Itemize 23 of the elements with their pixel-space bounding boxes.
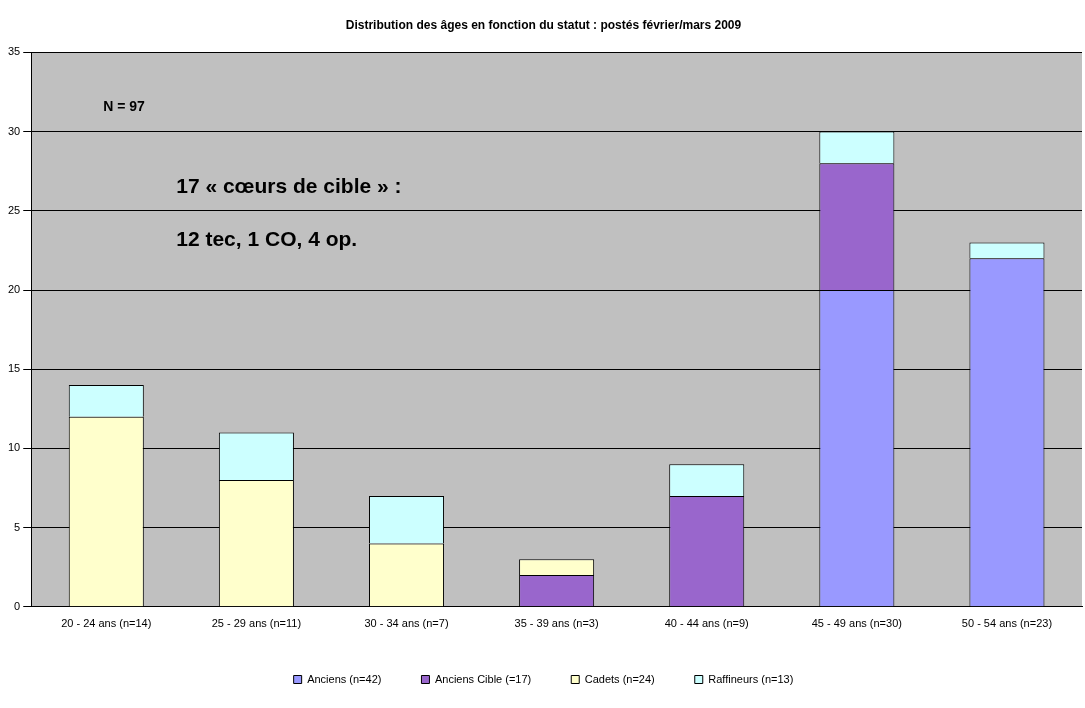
y-tick-label: 10 [7, 441, 21, 454]
x-tick-label: 25 - 29 ans (n=11) [211, 617, 302, 630]
annotation: 12 tec, 1 CO, 4 op. [176, 227, 358, 251]
y-tick-label: 0 [14, 599, 21, 612]
x-tick-label: 20 - 24 ans (n=14) [61, 617, 152, 630]
x-tick-label: 50 - 54 ans (n=23) [961, 617, 1053, 630]
annotation: N = 97 [103, 98, 146, 115]
x-tick-label: 30 - 34 ans (n=7) [364, 617, 449, 630]
x-tick-label: 45 - 49 ans (n=30) [811, 617, 902, 630]
legend-label: Anciens (n=42) [307, 672, 382, 685]
legend-label: Raffineurs (n=13) [708, 672, 794, 685]
chart-title: Distribution des âges en fonction du statut : postés février/mars 2009 [345, 17, 742, 32]
x-tick-label: 40 - 44 ans (n=9) [664, 617, 749, 630]
x-tick-label: 35 - 39 ans (n=3) [514, 617, 599, 630]
y-tick-label: 35 [7, 45, 21, 58]
legend-label: Cadets (n=24) [584, 672, 655, 685]
y-tick-label: 15 [7, 362, 21, 375]
y-tick-label: 5 [14, 520, 21, 533]
legend-label: Anciens Cible (=17) [434, 672, 532, 685]
annotation: 17 « cœurs de cible » : [176, 174, 402, 198]
y-tick-label: 20 [7, 283, 21, 296]
y-tick-label: 25 [7, 203, 21, 216]
y-tick-label: 30 [7, 124, 21, 137]
